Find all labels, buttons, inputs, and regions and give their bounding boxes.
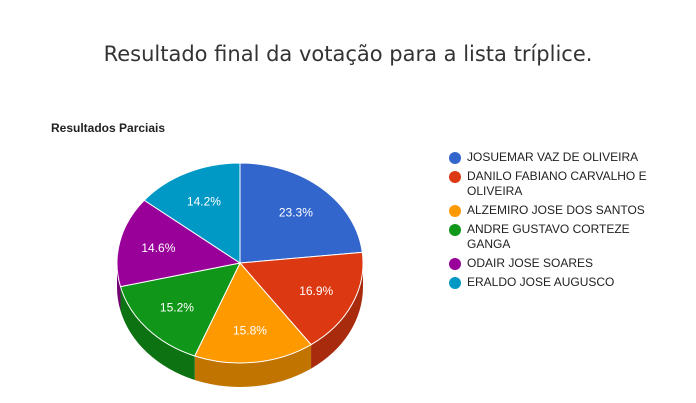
legend-label: ODAIR JOSE SOARES [467,256,594,270]
legend-swatch-icon [449,277,461,289]
legend-item-0[interactable]: JOSUEMAR VAZ DE OLIVEIRA [449,150,689,165]
pie-side-1 [311,263,363,369]
legend-swatch-icon [449,258,461,270]
pie-slice-label-4: 14.6% [141,241,175,255]
legend-label: ANDRE GUSTAVO CORTEZE GANGA [467,222,630,251]
legend-label: ALZEMIRO JOSE DOS SANTOS [467,203,645,217]
legend-swatch-icon [449,171,461,183]
pie-slice-label-2: 15.8% [233,324,267,338]
pie-slice-label-1: 16.9% [299,284,333,298]
legend-label: ERALDO JOSE AUGUSCO [467,275,615,289]
pie-slice-1[interactable] [238,251,364,346]
legend-swatch-icon [449,224,461,236]
legend-swatch-icon [449,152,461,164]
pie-side-2 [194,344,312,387]
pie-slice-label-5: 14.2% [187,195,221,209]
legend-item-1[interactable]: DANILO FABIANO CARVALHO E OLIVEIRA [449,169,689,199]
legend-item-4[interactable]: ODAIR JOSE SOARES [449,256,689,271]
legend-item-3[interactable]: ANDRE GUSTAVO CORTEZE GANGA [449,222,689,252]
chart-legend: JOSUEMAR VAZ DE OLIVEIRA DANILO FABIANO C… [449,150,689,294]
pie-slice-4[interactable] [116,199,242,288]
legend-label: DANILO FABIANO CARVALHO E OLIVEIRA [467,169,647,198]
legend-item-5[interactable]: ERALDO JOSE AUGUSCO [449,275,689,290]
pie-slice-label-0: 23.3% [279,205,313,219]
legend-swatch-icon [449,205,461,217]
pie-side-3 [120,286,195,380]
legend-item-2[interactable]: ALZEMIRO JOSE DOS SANTOS [449,203,689,218]
pie-slice-3[interactable] [119,262,241,357]
pie-slice-label-3: 15.2% [160,301,194,315]
pie-slice-2[interactable] [194,262,312,364]
pie-slice-5[interactable] [143,162,241,264]
chart-title: Resultados Parciais [51,121,166,135]
page-title: Resultado final da votação para a lista … [103,42,593,66]
pie-slice-0[interactable] [239,162,363,264]
legend-label: JOSUEMAR VAZ DE OLIVEIRA [467,150,639,164]
